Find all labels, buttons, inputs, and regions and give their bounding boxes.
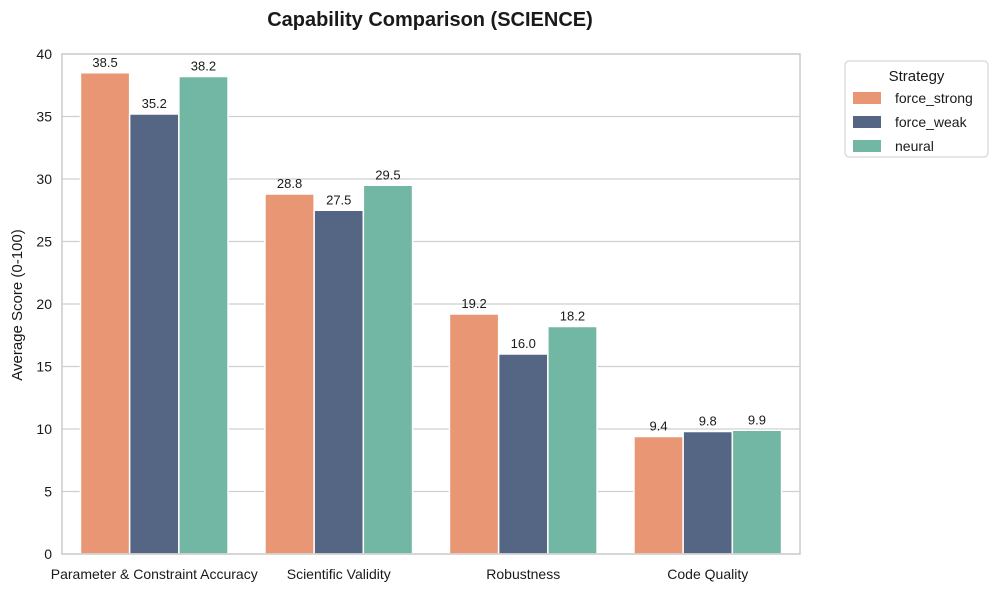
bar-force-strong-scientific-validity bbox=[264, 193, 315, 555]
x-tick-label-code-quality: Code Quality bbox=[667, 566, 748, 582]
data-label-force-weak-scientific-validity: 27.5 bbox=[326, 192, 351, 207]
bars bbox=[79, 72, 783, 555]
bar-force-strong-parameter-constraint-accuracy bbox=[79, 72, 131, 555]
bar-force-weak-robustness bbox=[497, 353, 549, 555]
y-tick-label: 25 bbox=[36, 234, 52, 250]
data-label-force-strong-scientific-validity: 28.8 bbox=[277, 176, 302, 191]
plot-frame bbox=[61, 53, 801, 555]
bar-neural-robustness bbox=[547, 325, 598, 555]
x-tick-label-scientific-validity: Scientific Validity bbox=[287, 566, 391, 582]
y-tick-label: 15 bbox=[36, 359, 52, 375]
y-tick-label: 30 bbox=[36, 171, 52, 187]
data-labels: 38.5 35.2 38.2 28.8 27.5 29.5 19.2 16.0 18.2 9.4 9… bbox=[92, 55, 766, 434]
data-label-neural-robustness: 18.2 bbox=[560, 309, 585, 324]
bar-force-weak-code-quality bbox=[682, 430, 734, 555]
bar-neural-parameter-constraint-accuracy bbox=[178, 75, 229, 555]
y-axis-label: Average Score (0-100) bbox=[9, 229, 26, 380]
legend-swatch-neural bbox=[853, 140, 881, 152]
legend-title: Strategy bbox=[889, 68, 945, 85]
y-tick-label: 10 bbox=[36, 421, 52, 437]
bar-force-strong-robustness bbox=[448, 313, 500, 555]
data-label-force-weak-robustness: 16.0 bbox=[511, 336, 536, 351]
y-tick-label: 0 bbox=[44, 546, 52, 562]
chart-title: Capability Comparison (SCIENCE) bbox=[267, 9, 593, 31]
x-tick-label-robustness: Robustness bbox=[486, 566, 560, 582]
y-axis-ticks: 0 5 10 15 20 25 30 35 40 bbox=[36, 46, 52, 562]
legend-box bbox=[844, 60, 989, 158]
legend-swatch-force-strong bbox=[853, 92, 881, 104]
data-label-neural-scientific-validity: 29.5 bbox=[375, 167, 400, 182]
x-axis-ticks: Parameter & Constraint Accuracy Scientifi… bbox=[51, 566, 748, 582]
data-label-force-strong-code-quality: 9.4 bbox=[650, 419, 668, 434]
y-tick-label: 20 bbox=[36, 296, 52, 312]
legend-label-neural: neural bbox=[895, 138, 934, 154]
bar-neural-code-quality bbox=[731, 429, 783, 555]
y-tick-label: 35 bbox=[36, 109, 52, 125]
data-label-force-strong-robustness: 19.2 bbox=[461, 296, 486, 311]
y-tick-label: 40 bbox=[36, 46, 52, 62]
legend-label-force-weak: force_weak bbox=[895, 114, 968, 130]
legend-swatch-force-weak bbox=[853, 116, 881, 128]
y-tick-label: 5 bbox=[44, 484, 52, 500]
data-label-force-strong-parameter-constraint-accuracy: 38.5 bbox=[92, 55, 117, 70]
bar-force-strong-code-quality bbox=[633, 435, 684, 555]
x-tick-label-parameter-constraint-accuracy: Parameter & Constraint Accuracy bbox=[51, 566, 258, 582]
data-label-force-weak-parameter-constraint-accuracy: 35.2 bbox=[142, 96, 167, 111]
data-label-force-weak-code-quality: 9.8 bbox=[699, 414, 717, 429]
data-label-neural-code-quality: 9.9 bbox=[748, 412, 766, 427]
data-label-neural-parameter-constraint-accuracy: 38.2 bbox=[191, 59, 216, 74]
legend-label-force-strong: force_strong bbox=[895, 90, 973, 106]
bar-force-weak-scientific-validity bbox=[313, 209, 365, 555]
bar-neural-scientific-validity bbox=[362, 184, 414, 555]
bar-force-weak-parameter-constraint-accuracy bbox=[128, 113, 180, 555]
